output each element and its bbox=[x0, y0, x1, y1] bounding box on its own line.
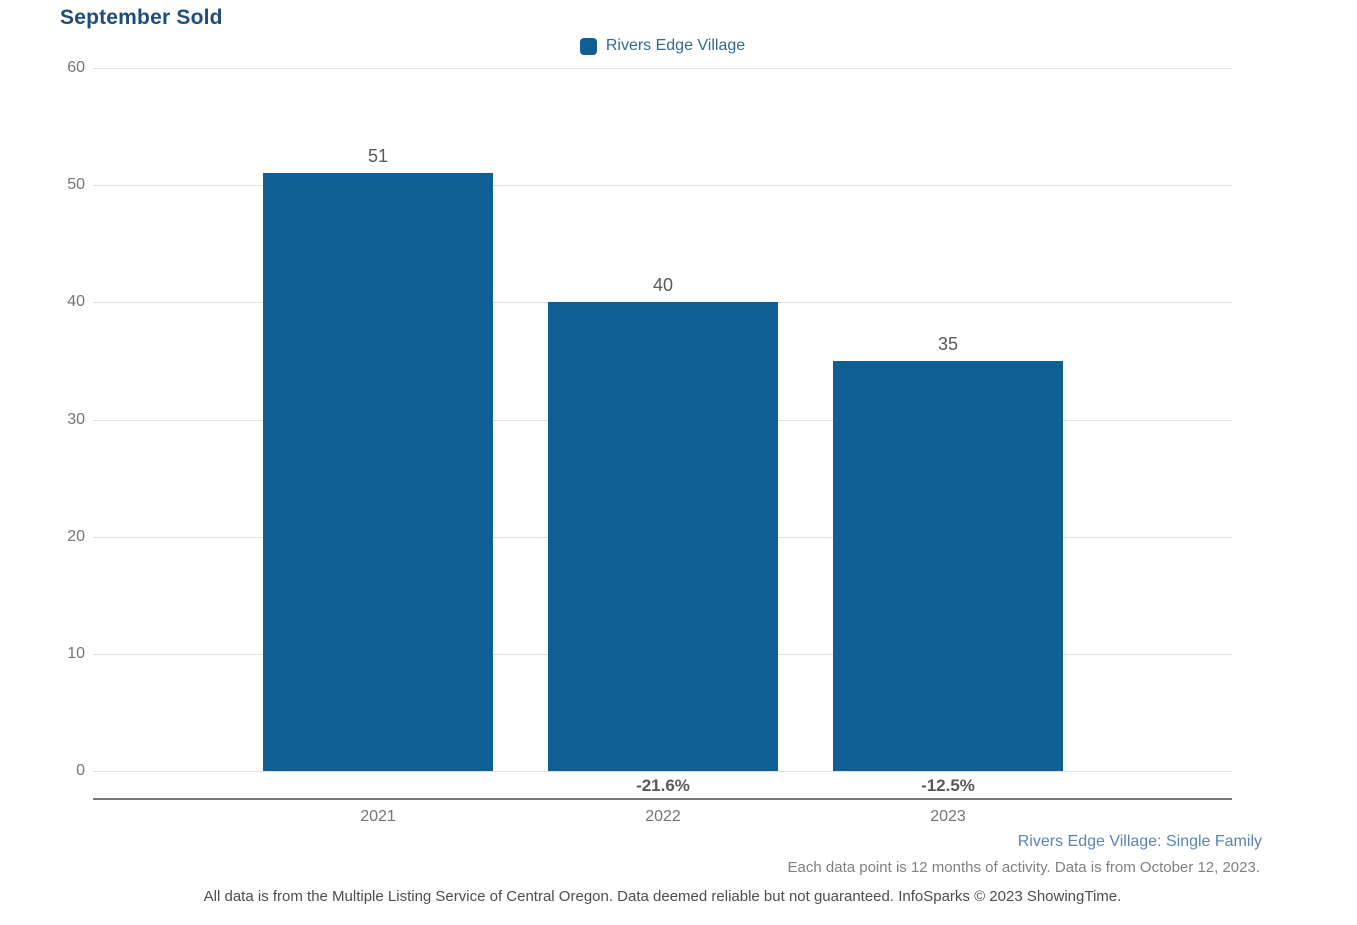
bar-value-label: 40 bbox=[652, 275, 674, 296]
plot-area: 51 40 35 bbox=[93, 68, 1232, 772]
legend-label: Rivers Edge Village bbox=[605, 37, 746, 54]
bar-2022[interactable] bbox=[548, 302, 778, 771]
y-axis-tick-label: 30 bbox=[67, 410, 85, 428]
x-axis-tick-label: 2023 bbox=[930, 808, 966, 825]
pct-change-label: -12.5% bbox=[921, 776, 975, 795]
bar-value-label: 35 bbox=[937, 333, 959, 354]
gridline bbox=[93, 185, 1232, 187]
x-axis-line bbox=[93, 798, 1232, 800]
y-axis-tick-label: 0 bbox=[76, 762, 85, 779]
footer-data-note: Each data point is 12 months of activity… bbox=[787, 859, 1260, 876]
y-axis-tick-label: 60 bbox=[67, 59, 85, 76]
chart-title: September Sold bbox=[60, 6, 223, 29]
x-axis-tick-label: 2021 bbox=[360, 808, 396, 825]
y-axis-tick-label: 50 bbox=[67, 176, 85, 194]
gridline bbox=[93, 68, 1232, 69]
y-axis-tick-label: 40 bbox=[67, 293, 85, 311]
legend-item[interactable]: Rivers Edge Village bbox=[579, 37, 746, 55]
y-axis-tick-label: 20 bbox=[67, 527, 85, 545]
gridline bbox=[93, 771, 1232, 772]
bar-value-label: 51 bbox=[367, 146, 389, 167]
x-axis-tick-label: 2022 bbox=[645, 808, 681, 825]
bar-2021[interactable] bbox=[263, 173, 493, 771]
y-axis-tick-label: 10 bbox=[67, 644, 85, 662]
footer-disclaimer: All data is from the Multiple Listing Se… bbox=[203, 888, 1122, 905]
footer-series-note: Rivers Edge Village: Single Family bbox=[1017, 833, 1262, 850]
bar-2023[interactable] bbox=[833, 360, 1063, 771]
legend-swatch-icon bbox=[579, 37, 597, 55]
legend: Rivers Edge Village bbox=[93, 37, 1232, 55]
pct-change-label: -21.6% bbox=[636, 776, 690, 795]
